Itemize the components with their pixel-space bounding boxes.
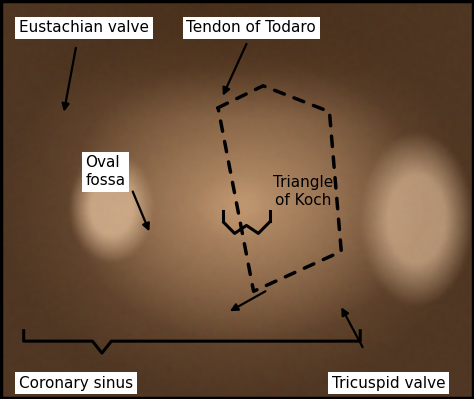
Text: Tricuspid valve: Tricuspid valve [332, 375, 446, 391]
Text: Tendon of Todaro: Tendon of Todaro [186, 20, 316, 36]
Text: Coronary sinus: Coronary sinus [19, 375, 133, 391]
Text: Eustachian valve: Eustachian valve [19, 20, 149, 36]
Text: Triangle
of Koch: Triangle of Koch [273, 175, 334, 208]
Text: Oval
fossa: Oval fossa [85, 155, 126, 188]
